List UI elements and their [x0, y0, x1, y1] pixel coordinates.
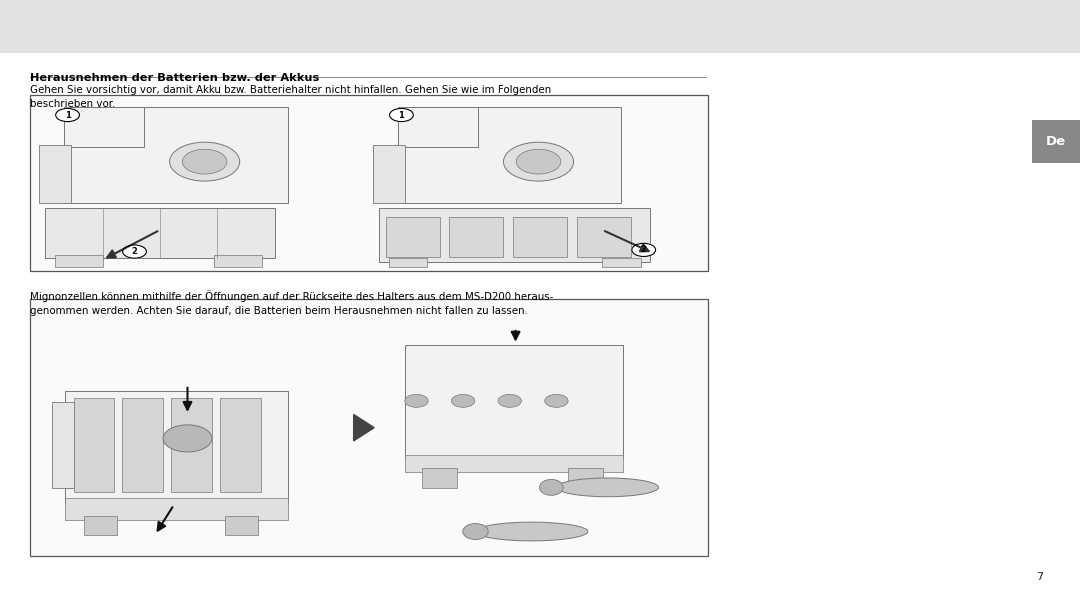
Text: 2: 2	[132, 247, 137, 256]
Ellipse shape	[556, 478, 659, 497]
Bar	[0, 0, 1080, 53]
Bar	[172, 398, 212, 492]
Bar	[405, 455, 623, 472]
Bar	[84, 516, 117, 535]
Circle shape	[498, 394, 522, 407]
Text: 2: 2	[640, 246, 647, 255]
Circle shape	[123, 245, 147, 258]
Text: 1: 1	[399, 111, 404, 120]
Bar	[389, 258, 427, 267]
Bar	[65, 107, 144, 147]
Bar	[399, 107, 621, 203]
Circle shape	[56, 108, 80, 122]
Bar	[449, 217, 503, 256]
Bar	[603, 258, 640, 267]
Bar	[386, 217, 440, 256]
Circle shape	[390, 108, 414, 122]
Circle shape	[516, 149, 561, 174]
Bar	[214, 255, 262, 267]
Bar	[73, 398, 114, 492]
Bar	[52, 402, 73, 488]
Circle shape	[183, 149, 227, 174]
Text: Herausnehmen der Batterien bzw. der Akkus: Herausnehmen der Batterien bzw. der Akku…	[30, 73, 320, 83]
Bar	[30, 300, 708, 556]
Ellipse shape	[475, 522, 588, 541]
Bar	[55, 255, 103, 267]
Bar	[399, 107, 478, 147]
Polygon shape	[353, 415, 374, 441]
Text: 7: 7	[1037, 572, 1043, 582]
Bar	[30, 95, 708, 271]
Bar	[577, 217, 631, 256]
Bar	[226, 516, 258, 535]
Bar	[66, 391, 288, 503]
Circle shape	[503, 142, 573, 181]
Bar	[1032, 120, 1080, 163]
Bar	[45, 208, 274, 258]
Circle shape	[163, 425, 212, 452]
Circle shape	[405, 394, 428, 407]
Text: Gehen Sie vorsichtig vor, damit Akku bzw. Batteriehalter nicht hinfallen. Gehen : Gehen Sie vorsichtig vor, damit Akku bzw…	[30, 85, 552, 109]
Circle shape	[170, 142, 240, 181]
Bar	[568, 468, 603, 488]
Bar	[39, 145, 71, 203]
Circle shape	[544, 394, 568, 407]
Bar	[513, 217, 567, 256]
Bar	[66, 498, 288, 520]
Bar	[422, 468, 457, 488]
Bar	[220, 398, 260, 492]
Bar	[373, 145, 405, 203]
Text: De: De	[1047, 135, 1066, 148]
Bar	[65, 107, 287, 203]
Circle shape	[451, 394, 475, 407]
Ellipse shape	[463, 524, 488, 540]
Bar	[405, 344, 623, 459]
Circle shape	[632, 243, 656, 256]
Ellipse shape	[540, 479, 563, 495]
Text: Mignonzellen können mithilfe der Öffnungen auf der Rückseite des Halters aus dem: Mignonzellen können mithilfe der Öffnung…	[30, 290, 554, 316]
Bar	[379, 208, 650, 262]
Bar	[122, 398, 163, 492]
Text: 1: 1	[65, 111, 70, 120]
